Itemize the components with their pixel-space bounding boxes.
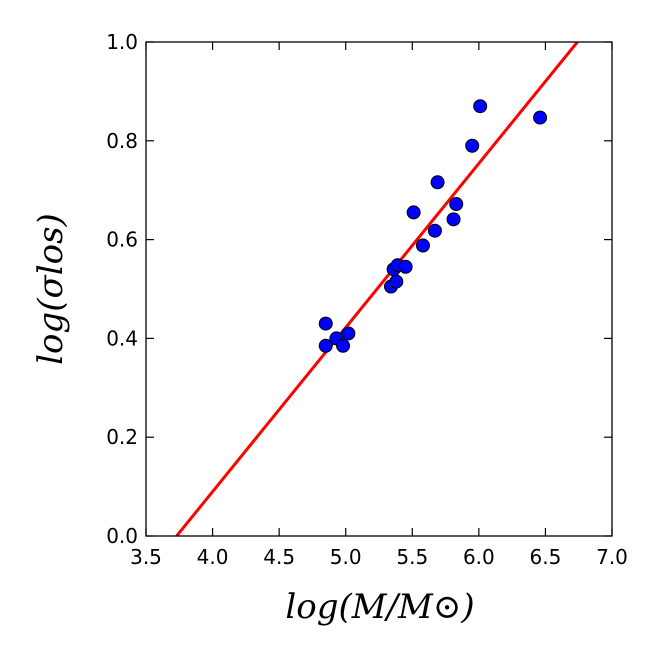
x-tick-label: 6.5 <box>530 545 562 569</box>
data-point <box>336 338 351 353</box>
data-point <box>465 138 480 153</box>
y-axis-title: log(σlos) <box>31 213 71 365</box>
y-tick-label: 0.4 <box>106 326 138 350</box>
data-point <box>473 99 488 114</box>
x-tick-label: 3.5 <box>130 545 162 569</box>
data-point <box>341 326 356 341</box>
data-point <box>389 274 404 289</box>
data-point <box>430 175 445 190</box>
x-tick-label: 7.0 <box>596 545 628 569</box>
data-point <box>398 259 413 274</box>
x-tick-label: 4.0 <box>197 545 229 569</box>
plot-area: 3.5 4.0 4.5 5.0 5.5 6.0 6.5 7.0 0.0 0.2 0.4 0.6 0.8 1… <box>106 30 628 569</box>
data-point <box>318 338 333 353</box>
x-tick-label: 6.0 <box>463 545 495 569</box>
y-tick-label: 1.0 <box>106 30 138 54</box>
x-axis-title: log(M/M⊙) <box>285 587 474 627</box>
data-point <box>449 197 464 212</box>
data-point <box>406 205 421 220</box>
x-tick-label: 5.5 <box>396 545 428 569</box>
data-point <box>415 238 430 253</box>
fit-line <box>175 42 579 536</box>
x-tick-label: 4.5 <box>263 545 295 569</box>
plot-frame <box>145 41 613 537</box>
y-tick-label: 0.0 <box>106 524 138 548</box>
data-point <box>318 316 333 331</box>
data-point <box>427 223 442 238</box>
x-tick-label: 5.0 <box>330 545 362 569</box>
data-point <box>533 110 548 125</box>
y-tick-label: 0.6 <box>106 228 138 252</box>
data-point <box>446 212 461 227</box>
y-tick-label: 0.2 <box>106 425 138 449</box>
y-tick-label: 0.8 <box>106 129 138 153</box>
